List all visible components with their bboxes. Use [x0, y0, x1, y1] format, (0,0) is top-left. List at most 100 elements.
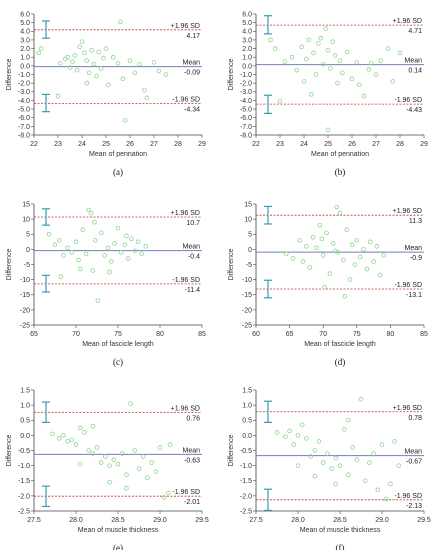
- y-tick-label: 1.5: [20, 387, 30, 394]
- data-point: [88, 210, 94, 216]
- x-tick-label: 24: [300, 141, 308, 148]
- data-point: [103, 46, 109, 51]
- x-tick-label: 29.0: [375, 517, 389, 524]
- data-point: [115, 225, 121, 231]
- data-point: [118, 19, 123, 25]
- y-tick-label: -7.0: [240, 124, 252, 131]
- data-point: [373, 72, 379, 77]
- mean-value: -0.09: [184, 70, 200, 77]
- x-tick-label: 25: [102, 141, 110, 148]
- upper-loa-value: 4.71: [408, 28, 422, 35]
- data-point: [98, 230, 104, 236]
- x-tick-label: 60: [252, 331, 260, 338]
- upper-loa-value: 0.78: [408, 415, 422, 422]
- y-tick-label: -7.0: [18, 124, 30, 131]
- x-tick-label: 28: [174, 141, 182, 148]
- data-point: [135, 239, 141, 245]
- y-tick-label: 10: [244, 217, 252, 224]
- data-point: [139, 251, 144, 257]
- data-point: [314, 245, 319, 251]
- y-tick-label: 3.0: [20, 37, 30, 44]
- x-tick-label: 24: [78, 141, 86, 148]
- x-tick-label: 22: [252, 141, 260, 148]
- y-tick-label: -20: [242, 307, 252, 314]
- data-point: [312, 448, 318, 453]
- data-point: [282, 59, 288, 64]
- data-point: [304, 244, 309, 249]
- data-point: [103, 454, 108, 459]
- data-point: [90, 451, 96, 456]
- mean-label: Mean: [182, 244, 200, 251]
- data-point: [299, 44, 304, 50]
- data-point: [344, 227, 350, 233]
- mean-label: Mean: [182, 447, 200, 454]
- x-tick-label: 28.0: [69, 517, 83, 524]
- data-point: [272, 46, 278, 51]
- data-point: [379, 442, 385, 447]
- mean-value: -0.9: [410, 255, 422, 262]
- data-point: [136, 466, 142, 471]
- data-point: [308, 92, 314, 97]
- x-tick-label: 29.5: [195, 517, 209, 524]
- x-tick-label: 27: [372, 141, 380, 148]
- y-tick-label: -4.0: [18, 98, 30, 105]
- data-point: [375, 487, 381, 493]
- data-point: [325, 451, 330, 456]
- data-point: [290, 256, 296, 261]
- data-point: [89, 47, 94, 53]
- data-point: [91, 61, 97, 67]
- mean-label: Mean: [182, 60, 200, 67]
- y-tick-label: 5.0: [242, 20, 252, 27]
- data-point: [357, 254, 363, 260]
- data-point: [83, 251, 89, 257]
- y-tick-label: 0: [248, 247, 252, 254]
- data-point: [157, 445, 163, 450]
- y-tick-label: 4.0: [20, 29, 30, 36]
- data-point: [319, 236, 325, 242]
- x-tick-label: 26: [348, 141, 356, 148]
- lower-loa-value: -13.1: [406, 292, 422, 299]
- data-point: [79, 39, 85, 44]
- data-point: [337, 463, 343, 468]
- data-point: [129, 236, 134, 242]
- data-point: [50, 431, 55, 437]
- y-tick-label: -10: [20, 277, 30, 284]
- data-point: [70, 59, 75, 64]
- data-point: [80, 227, 86, 233]
- lower-loa-label: -1.96 SD: [394, 493, 422, 500]
- upper-loa-label: +1.96 SD: [171, 210, 200, 217]
- data-point: [107, 479, 112, 485]
- x-tick-label: 28: [396, 141, 404, 148]
- data-point: [346, 417, 351, 423]
- data-point: [145, 475, 150, 481]
- lower-loa-value: -4.34: [184, 106, 200, 113]
- data-point: [107, 463, 112, 468]
- data-point: [332, 248, 338, 254]
- data-point: [283, 251, 289, 257]
- mean-value: -0.67: [406, 459, 422, 466]
- upper-loa-value: 0.76: [186, 415, 200, 422]
- data-point: [95, 298, 101, 304]
- data-point: [72, 53, 78, 58]
- data-point: [378, 272, 383, 278]
- data-point: [324, 230, 329, 236]
- data-point: [93, 238, 98, 243]
- y-tick-label: 10: [22, 217, 30, 224]
- upper-loa-label: +1.96 SD: [393, 18, 422, 25]
- x-tick-label: 28.5: [111, 517, 125, 524]
- data-point: [161, 495, 167, 500]
- data-point: [367, 239, 373, 245]
- x-tick-label: 80: [387, 331, 395, 338]
- y-tick-label: -2.0: [18, 81, 30, 88]
- data-point: [385, 46, 391, 51]
- data-point: [77, 425, 83, 431]
- y-tick-label: 2.0: [242, 46, 252, 53]
- data-point: [82, 430, 87, 435]
- data-point: [140, 454, 146, 459]
- y-tick-label: -8.0: [18, 132, 30, 139]
- data-point: [124, 472, 129, 478]
- data-point: [316, 41, 321, 46]
- data-point: [295, 433, 301, 438]
- x-tick-label: 29.5: [417, 517, 431, 524]
- mean-value: 0.14: [408, 68, 422, 75]
